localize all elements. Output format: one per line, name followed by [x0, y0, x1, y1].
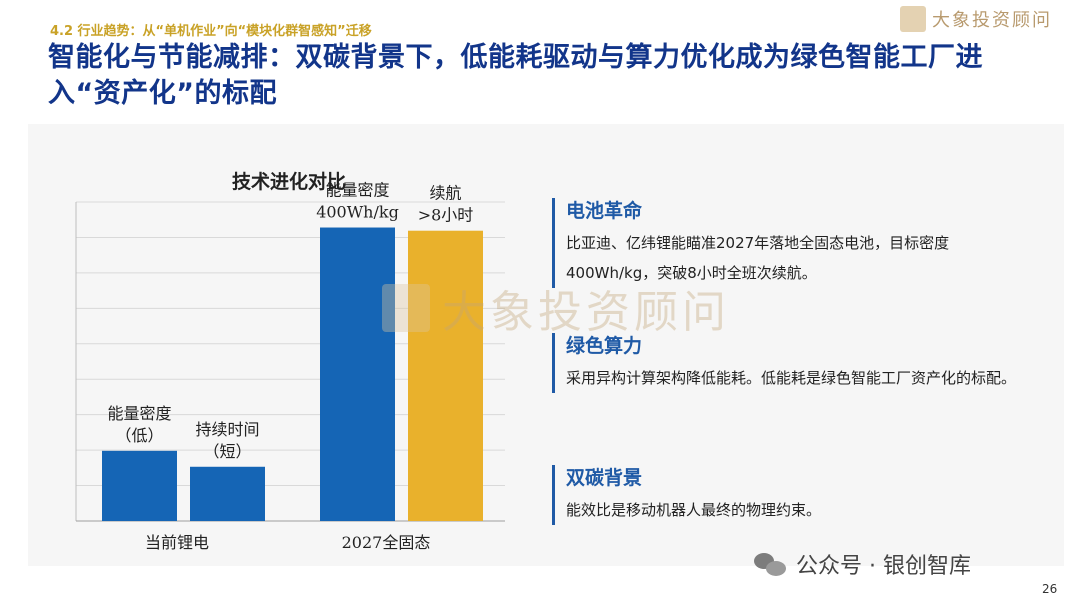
brand-name: 大象投资顾问: [932, 10, 1052, 31]
chart-labels: 能量密度 （低） 持续时间 （短） 能量密度 400Wh/kg 续航 >8小时: [107, 181, 473, 461]
x-tick-label: 2027全固态: [342, 533, 431, 552]
elephant-icon: [900, 6, 926, 32]
x-axis-labels: 当前锂电 2027全固态: [145, 533, 430, 552]
watermark-logo-icon: [382, 284, 430, 332]
bar-3: [320, 227, 395, 521]
page-title: 智能化与节能减排：双碳背景下，低能耗驱动与算力优化成为绿色智能工厂进入“资产化”…: [48, 42, 983, 109]
bar-label: 持续时间: [195, 420, 259, 439]
chart-bars: [102, 227, 483, 521]
bar-label: 能量密度: [107, 404, 171, 423]
block-text: 能效比是移动机器人最终的物理约束。: [566, 501, 822, 519]
chart-title: 技术进化对比: [232, 170, 346, 193]
watermark: 大象投资顾问: [382, 276, 730, 340]
wechat-account: 公众号 · 银创智库: [796, 554, 971, 579]
info-block-dual-carbon: 双碳背景 能效比是移动机器人最终的物理约束。: [552, 465, 1036, 525]
bar-label: >8小时: [418, 206, 474, 225]
block-title: 绿色算力: [566, 335, 643, 357]
bar-label: 续航: [429, 184, 461, 203]
watermark-text: 大象投资顾问: [442, 287, 730, 338]
block-text: 采用异构计算架构降低能耗。低能耗是绿色智能工厂资产化的标配。: [566, 369, 1017, 387]
block-title: 电池革命: [566, 200, 643, 222]
bar-1: [102, 450, 177, 521]
bar-label: 400Wh/kg: [316, 203, 399, 222]
block-text: 比亚迪、亿纬锂能瞄准2027年落地全固态电池，目标密度400Wh/kg，突破8小…: [566, 234, 950, 282]
x-tick-label: 当前锂电: [145, 533, 209, 552]
bar-label: （低）: [115, 426, 163, 445]
bar-2: [190, 466, 265, 521]
block-title: 双碳背景: [566, 467, 643, 489]
page-number: 26: [1042, 582, 1058, 596]
info-block-green-compute: 绿色算力 采用异构计算架构降低能耗。低能耗是绿色智能工厂资产化的标配。: [552, 333, 1036, 393]
bar-label: （短）: [203, 442, 251, 461]
bar-4: [408, 230, 483, 521]
bar-chart: 技术进化对比 能量密度（低） 持续时间（短）能量密度400Wh/kg续航>8小时 …: [75, 170, 505, 552]
brand-logo: 大象投资顾问: [900, 6, 1052, 32]
wechat-footer: 公众号 · 银创智库: [754, 548, 971, 580]
bar-label: 能量密度: [325, 181, 389, 200]
info-block-battery: 电池革命 比亚迪、亿纬锂能瞄准2027年落地全固态电池，目标密度400Wh/kg…: [552, 198, 1036, 288]
wechat-icon: [754, 551, 788, 577]
section-heading: 4.2 行业趋势：从“单机作业”向“模块化群智感知”迁移: [50, 24, 372, 39]
